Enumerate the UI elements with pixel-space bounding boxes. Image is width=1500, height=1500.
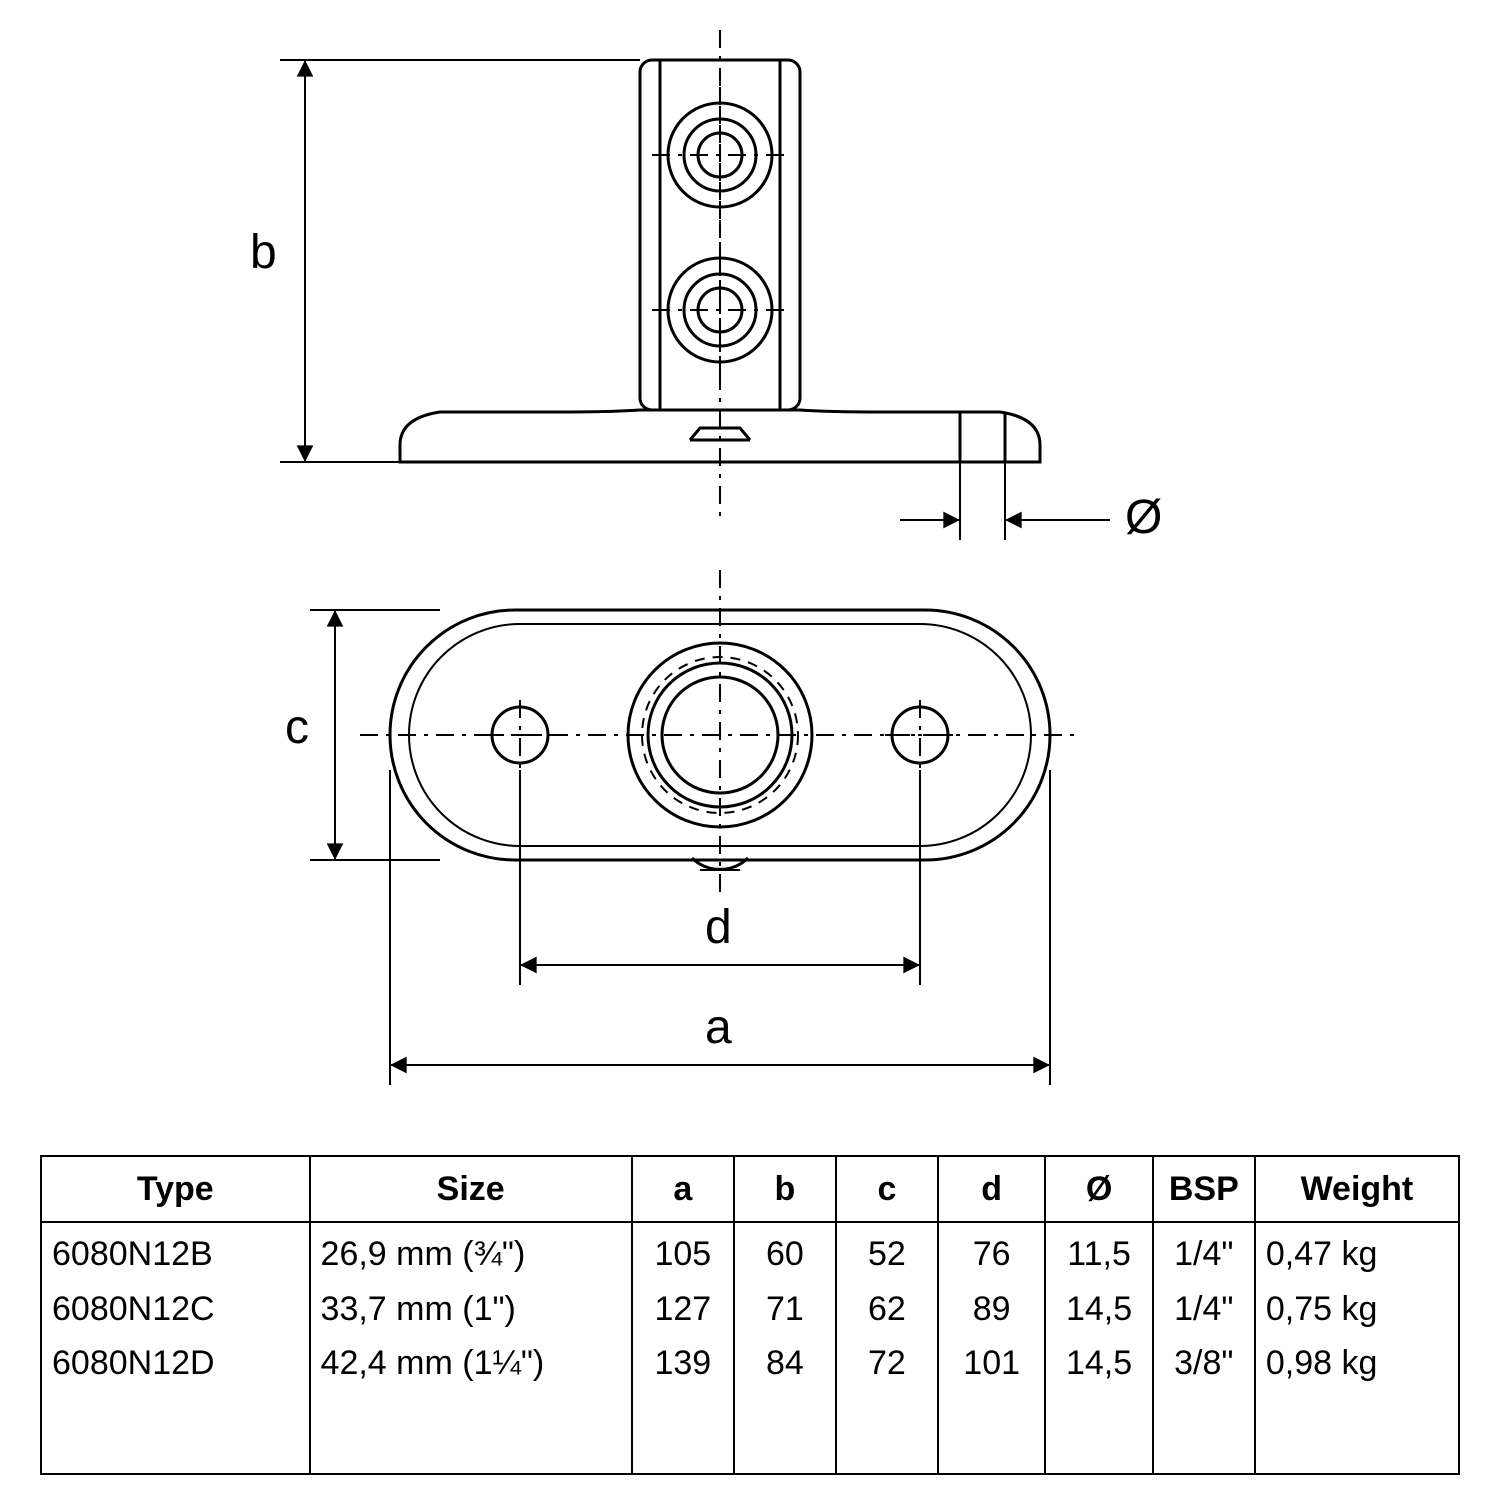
- table-row-empty: [41, 1391, 1459, 1474]
- dim-label-b: b: [250, 225, 277, 280]
- spec-table-container: Type Size a b c d Ø BSP Weight 6080N12B …: [40, 1155, 1460, 1475]
- technical-drawing: [0, 0, 1500, 1160]
- col-size: Size: [310, 1156, 632, 1222]
- table-header-row: Type Size a b c d Ø BSP Weight: [41, 1156, 1459, 1222]
- table-row: 6080N12D 42,4 mm (1¼") 139 84 72 101 14,…: [41, 1336, 1459, 1391]
- col-weight: Weight: [1255, 1156, 1459, 1222]
- col-bsp: BSP: [1153, 1156, 1255, 1222]
- col-dia: Ø: [1045, 1156, 1152, 1222]
- dim-label-a: a: [705, 1000, 732, 1055]
- col-type: Type: [41, 1156, 310, 1222]
- col-c: c: [836, 1156, 938, 1222]
- spec-table: Type Size a b c d Ø BSP Weight 6080N12B …: [40, 1155, 1460, 1475]
- table-row: 6080N12C 33,7 mm (1") 127 71 62 89 14,5 …: [41, 1282, 1459, 1337]
- col-d: d: [938, 1156, 1045, 1222]
- dim-label-d: d: [705, 900, 732, 955]
- col-a: a: [632, 1156, 734, 1222]
- dim-label-c: c: [285, 700, 309, 755]
- dim-label-dia: Ø: [1125, 490, 1162, 545]
- table-row: 6080N12B 26,9 mm (¾") 105 60 52 76 11,5 …: [41, 1222, 1459, 1282]
- col-b: b: [734, 1156, 836, 1222]
